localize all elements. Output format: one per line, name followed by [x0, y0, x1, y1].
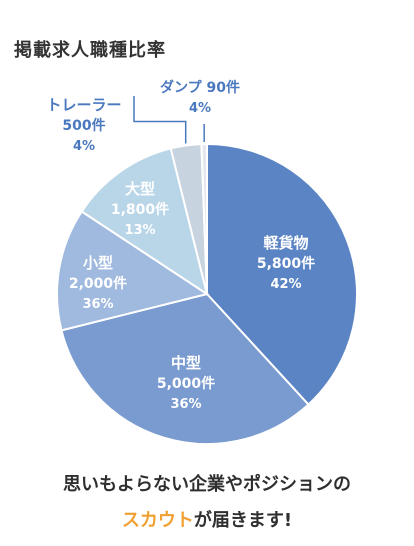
- label-percent-3: 13%: [124, 223, 155, 238]
- footer-line-2: スカウトが届きます!: [0, 506, 414, 532]
- label-name-value-5: ダンプ 90件: [160, 79, 240, 96]
- leader-line-4: [133, 96, 187, 144]
- label-percent-0: 42%: [270, 277, 301, 292]
- pie-slice-2: [56, 210, 210, 332]
- label-value-3: 1,800件: [111, 201, 169, 218]
- label-name-2: 小型: [83, 254, 113, 272]
- pie-slice-5: [200, 142, 208, 295]
- label-value-0: 5,800件: [257, 255, 315, 272]
- label-percent-2: 36%: [82, 297, 113, 312]
- footer-rest: が届きます!: [193, 510, 293, 531]
- label-percent-5: 4%: [189, 101, 211, 116]
- pie-slice-0: [206, 142, 358, 406]
- label-percent-4: 4%: [73, 139, 95, 154]
- label-name-1: 中型: [171, 354, 201, 372]
- label-percent-1: 36%: [170, 397, 201, 412]
- footer-accent: スカウト: [121, 510, 194, 531]
- label-value-2: 2,000件: [69, 275, 127, 292]
- pie-slice-3: [80, 147, 209, 297]
- pie-slice-1: [60, 292, 310, 445]
- label-name-4: トレーラー: [46, 96, 121, 114]
- label-name-0: 軽貨物: [263, 234, 308, 252]
- chart-title: 掲載求人職種比率: [14, 40, 166, 61]
- label-value-1: 5,000件: [157, 375, 215, 392]
- label-value-4: 500件: [62, 117, 105, 134]
- footer-line-1: 思いもよらない企業やポジションの: [63, 474, 351, 495]
- pie-chart: 軽貨物 5,800件 42% 中型 5,000件 36% 小型 2,000件 36% 大型 1,80…: [46, 79, 358, 445]
- label-name-3: 大型: [125, 180, 155, 198]
